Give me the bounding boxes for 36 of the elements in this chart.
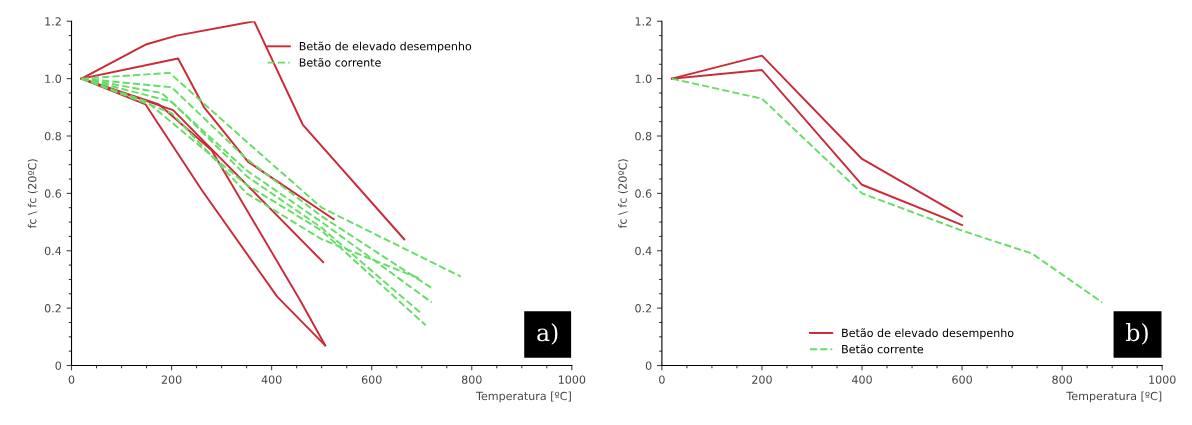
y-tick-label: 0 [645, 361, 652, 370]
x-tick-label: 1000 [558, 375, 586, 384]
y-tick-label: 0.2 [635, 304, 652, 313]
x-axis-title: Temperatura [ºC] [476, 391, 571, 403]
x-tick-label: 0 [68, 375, 75, 384]
x-tick-label: 200 [752, 375, 772, 384]
annotation: b) [1126, 323, 1148, 345]
y-tick-label: 1.0 [45, 74, 62, 83]
y-tick-label: 0 [55, 361, 62, 370]
x-tick-label: 1000 [1149, 375, 1176, 384]
x-tick-label: 200 [161, 375, 182, 384]
y-tick-label: 0.8 [44, 131, 62, 141]
y-tick-label: 0.2 [44, 304, 61, 313]
x-axis-title: Temperatura [ºC] [1066, 391, 1162, 403]
x-tick-label: 600 [952, 375, 972, 384]
y-tick-label: 0.6 [44, 189, 62, 198]
y-tick-label: 0.4 [44, 246, 62, 256]
y-tick-label: 0.4 [635, 246, 652, 256]
y-tick-label: 1.2 [45, 17, 61, 26]
x-tick-label: 800 [1052, 375, 1072, 384]
legend-label: Betão de elevado desempenho [299, 41, 472, 53]
x-tick-label: 800 [461, 375, 482, 384]
legend-label: Betão corrente [299, 57, 381, 67]
y-tick-label: 1.2 [635, 17, 652, 26]
y-tick-label: 1.0 [635, 74, 652, 83]
annotation: a) [537, 323, 558, 345]
y-axis-title: fc \ fc (20ºC) [618, 159, 629, 229]
legend-label: Betão corrente [842, 344, 924, 354]
legend-label: Betão de elevado desempenho [842, 328, 1014, 340]
y-tick-label: 0.8 [635, 131, 652, 141]
x-tick-label: 400 [851, 375, 872, 384]
x-tick-label: 600 [361, 375, 382, 384]
x-tick-label: 400 [261, 375, 282, 384]
x-tick-label: 0 [659, 375, 665, 384]
y-axis-title: fc \ fc (20ºC) [27, 159, 38, 229]
y-tick-label: 0.6 [635, 189, 652, 198]
